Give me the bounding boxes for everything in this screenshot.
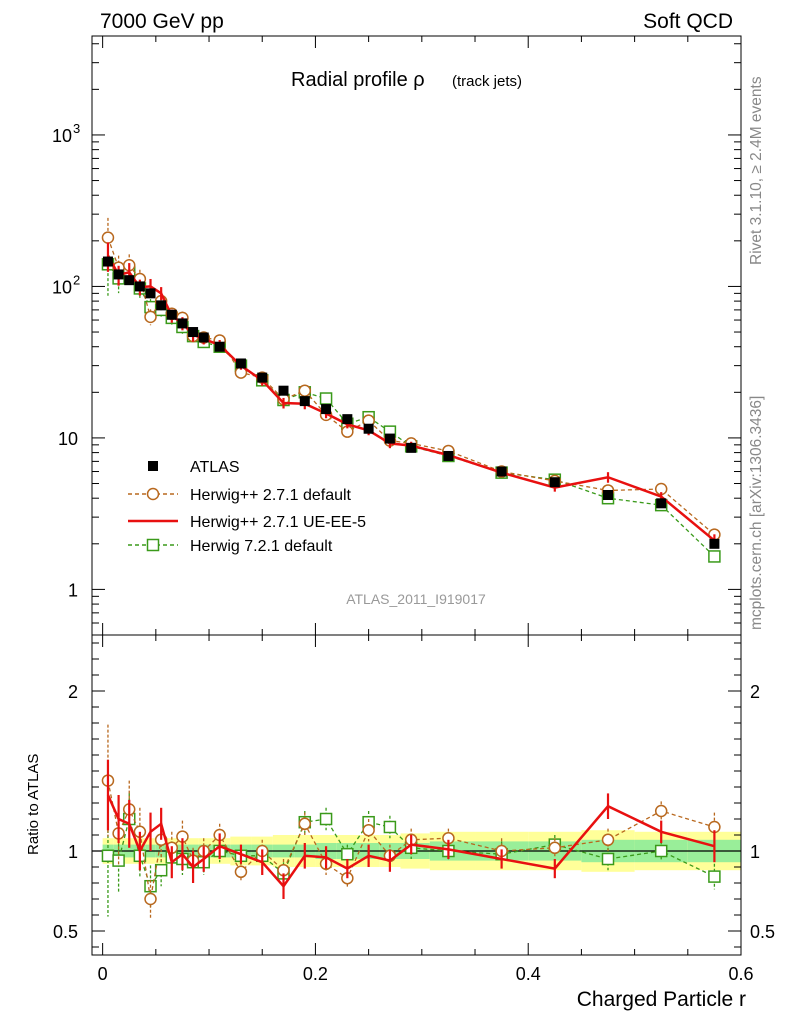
ratio-point-hw7 — [319, 812, 333, 826]
ratio-point-hw-default — [362, 823, 375, 837]
legend-marker-hw-default — [146, 487, 160, 501]
y-tick-exponent: 3 — [73, 121, 80, 136]
series-line-hw-ueee5 — [106, 254, 716, 542]
ratio-point-hw-default — [548, 841, 562, 855]
point-atlas — [549, 477, 560, 488]
point-atlas — [656, 498, 667, 509]
y-tick-label: 10 — [52, 277, 72, 297]
ratio-y-tick-label-right: 0.5 — [750, 922, 775, 942]
ratio-point-hw-default — [654, 804, 668, 818]
plot-subtitle: (track jets) — [452, 73, 522, 90]
plot-title: Radial profile ρ — [291, 69, 425, 91]
point-atlas — [299, 396, 310, 407]
ratio-y-tick-label: 1 — [68, 842, 78, 862]
ratio-point-hw7 — [112, 854, 125, 867]
point-atlas — [214, 341, 225, 352]
y-tick-label: 1 — [68, 580, 78, 600]
point-atlas — [124, 275, 135, 286]
legend: ATLAS Herwig++ 2.7.1 default Herwig++ 2.… — [128, 459, 366, 555]
point-atlas — [603, 489, 614, 500]
header-left: 7000 GeV pp — [100, 10, 224, 33]
x-tick-label: 0 — [98, 964, 108, 984]
point-atlas — [188, 327, 199, 338]
ratio-frame — [91, 634, 742, 956]
point-atlas — [134, 281, 145, 292]
ratio-point-hw-default — [234, 865, 248, 879]
ratio-point-hw7 — [708, 870, 721, 883]
legend-label-hw7: Herwig 7.2.1 default — [190, 538, 333, 555]
point-atlas — [342, 414, 353, 425]
legend-marker-atlas — [148, 461, 158, 471]
point-hw-default — [298, 384, 312, 397]
ratio-point-hw7 — [154, 863, 168, 877]
point-atlas — [257, 372, 268, 383]
ratio-y-tick-label: 0.5 — [53, 922, 78, 942]
ratio-axis-label: Ratio to ATLAS — [25, 754, 42, 855]
point-atlas — [321, 404, 332, 415]
x-tick-label: 0.2 — [303, 964, 328, 984]
header-right: Soft QCD — [643, 10, 733, 33]
legend-label-hw-ueee5: Herwig++ 2.7.1 UE-EE-5 — [190, 514, 366, 531]
mcplots-label: mcplots.cern.ch [arXiv:1306.3436] — [748, 396, 765, 630]
analysis-label: ATLAS_2011_I919017 — [346, 591, 486, 607]
ratio-point-hw7 — [341, 847, 354, 861]
x-tick-label: 0.4 — [516, 964, 541, 984]
point-atlas — [198, 332, 209, 343]
ratio-point-hw7 — [601, 852, 615, 866]
y-tick-label: 10 — [58, 429, 78, 449]
ratio-y-tick-label: 2 — [68, 682, 78, 702]
ratio-y-tick-label-right: 1 — [750, 842, 760, 862]
y-tick-label: 10 — [52, 126, 72, 146]
rivet-label: Rivet 3.1.10, ≥ 2.4M events — [748, 76, 765, 265]
ratio-point-hw7 — [101, 849, 115, 863]
ratio-point-hw-default — [601, 833, 615, 847]
point-atlas — [145, 288, 156, 299]
point-atlas — [113, 269, 124, 280]
ratio-point-hw-default — [298, 817, 312, 831]
point-hw-default — [144, 310, 157, 324]
point-atlas — [384, 433, 395, 444]
point-atlas — [406, 442, 417, 453]
point-atlas — [496, 466, 507, 477]
x-axis-label: Charged Particle r — [577, 988, 746, 1011]
series-line-hw-default — [107, 237, 715, 536]
point-atlas — [156, 300, 167, 311]
ratio-point-hw7 — [383, 820, 397, 834]
ratio-line-hw-ueee5 — [106, 794, 715, 889]
point-atlas — [177, 318, 188, 329]
x-tick-label: 0.6 — [728, 964, 753, 984]
point-hw7 — [319, 392, 333, 405]
point-hw-default — [101, 231, 115, 244]
series-line-hw7 — [107, 263, 715, 557]
ratio-line-hw-default — [107, 780, 715, 900]
point-atlas — [363, 423, 374, 434]
ratio-point-hw-default — [144, 892, 157, 906]
point-atlas — [102, 256, 113, 267]
legend-marker-hw7 — [146, 538, 160, 552]
point-atlas — [443, 450, 454, 461]
legend-label-atlas: ATLAS — [190, 459, 240, 476]
legend-label-hw-default: Herwig++ 2.7.1 default — [190, 487, 352, 504]
point-hw7 — [708, 550, 721, 563]
y-tick-exponent: 2 — [73, 272, 80, 287]
ratio-point-hw7 — [654, 844, 668, 858]
ratio-y-tick-label-right: 2 — [750, 682, 760, 702]
point-atlas — [709, 538, 720, 549]
point-atlas — [278, 385, 289, 396]
point-atlas — [235, 358, 246, 369]
point-atlas — [166, 309, 177, 320]
